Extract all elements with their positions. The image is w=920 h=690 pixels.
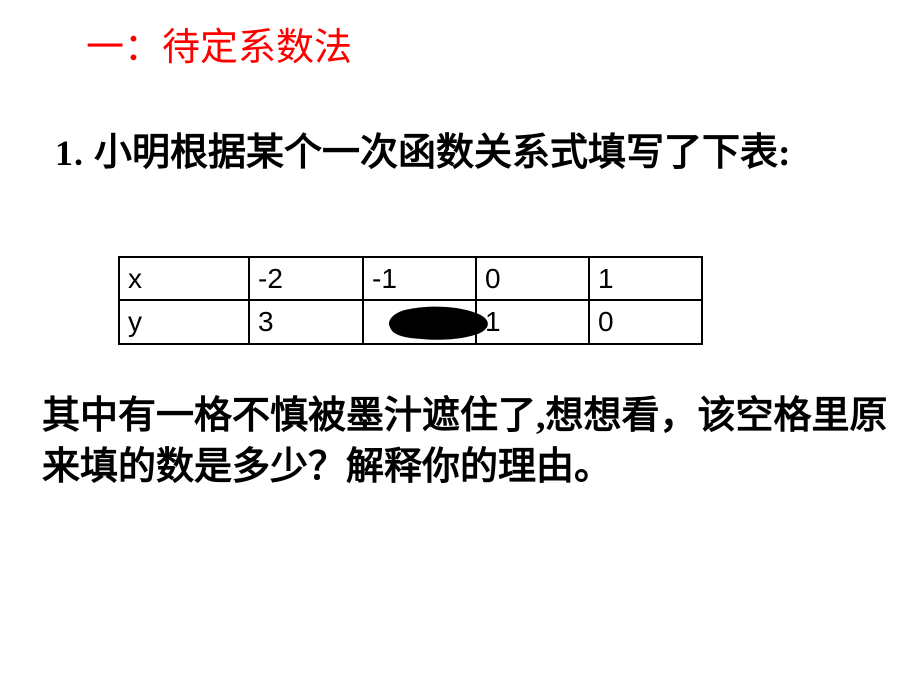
data-table-wrap: x -2 -1 0 1 y 3 1 0	[118, 256, 703, 345]
table-cell: 1	[589, 257, 702, 300]
problem-text: 小明根据某个一次函数关系式填写了下表:	[94, 132, 791, 174]
section-title: 一：待定系数法	[86, 16, 352, 71]
table-cell: 0	[589, 300, 702, 344]
table-cell: 3	[249, 300, 363, 344]
table-cell: 0	[476, 257, 589, 300]
table-cell-ink	[363, 300, 476, 344]
table-cell: x	[119, 257, 249, 300]
data-table: x -2 -1 0 1 y 3 1 0	[118, 256, 703, 345]
table-row: x -2 -1 0 1	[119, 257, 702, 300]
problem-number: 1.	[55, 133, 94, 173]
problem-statement: 1. 小明根据某个一次函数关系式填写了下表:	[55, 128, 875, 179]
table-cell: -2	[249, 257, 363, 300]
followup-text: 其中有一格不慎被墨汁遮住了,想想看，该空格里原来填的数是多少？解释你的理由。	[42, 391, 892, 492]
table-cell: -1	[363, 257, 476, 300]
table-row: y 3 1 0	[119, 300, 702, 344]
table-cell: 1	[476, 300, 589, 344]
table-cell: y	[119, 300, 249, 344]
